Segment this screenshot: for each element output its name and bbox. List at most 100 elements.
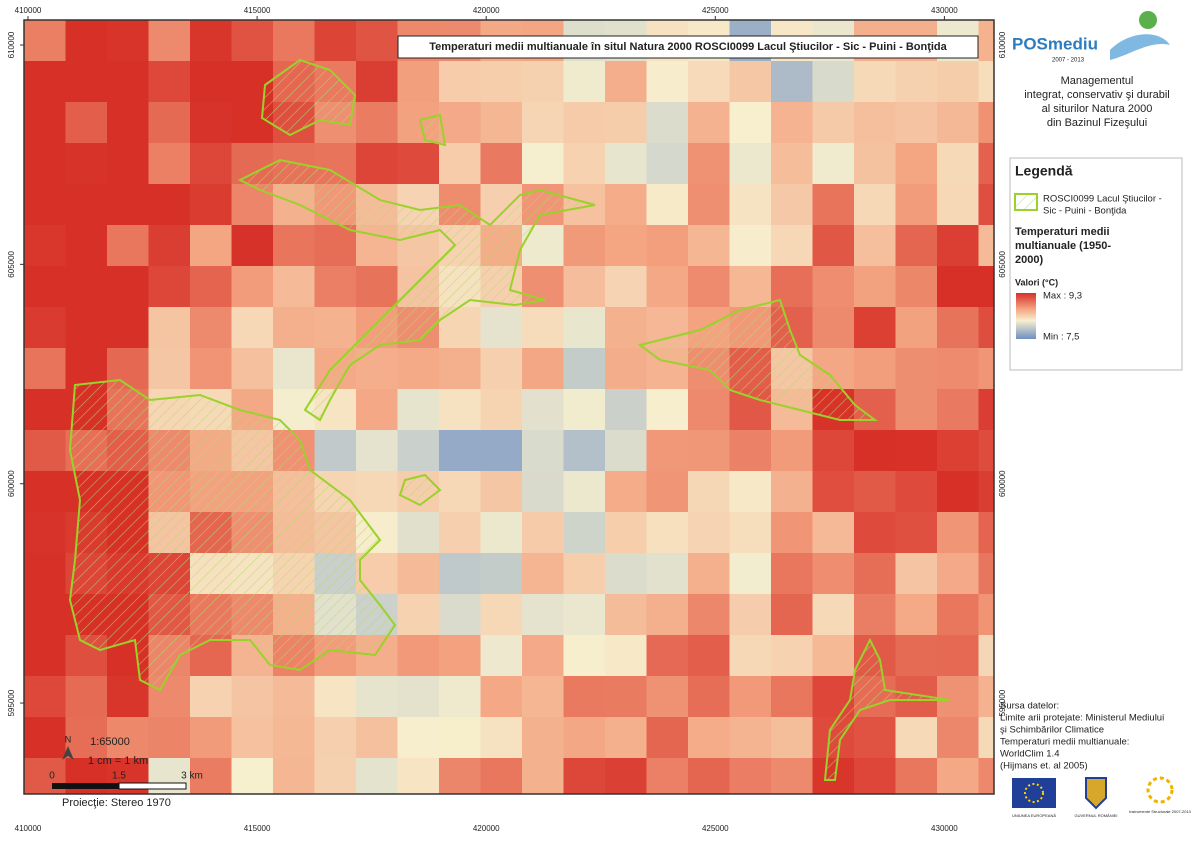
raster-cell <box>24 348 66 390</box>
raster-cell <box>646 758 689 794</box>
logo-leaf <box>1139 11 1157 29</box>
raster-cell <box>605 594 647 636</box>
raster-cell <box>978 184 994 226</box>
raster-cell <box>563 389 606 431</box>
raster-cell <box>273 676 315 718</box>
scale-bar <box>118 782 187 790</box>
raster-cell <box>771 102 813 144</box>
raster-cell <box>771 799 813 838</box>
raster-cell <box>24 184 66 226</box>
raster-cell <box>148 143 191 185</box>
y-coord-label: 610000 <box>7 31 16 58</box>
raster-cell <box>812 61 855 103</box>
raster-cell <box>812 471 855 513</box>
map-frame <box>23 19 995 795</box>
raster-cell <box>314 266 357 308</box>
raster-cell <box>937 635 979 677</box>
raster-cell <box>771 225 813 267</box>
raster-cell <box>522 143 564 185</box>
raster-cell <box>190 225 232 267</box>
raster-cell <box>937 307 979 349</box>
raster-cell <box>937 553 979 595</box>
raster-cell <box>854 61 896 103</box>
raster-cell <box>895 61 938 103</box>
legend-min: Min : 7,5 <box>1043 332 1079 343</box>
raster-cell <box>978 635 994 677</box>
raster-cell <box>522 799 564 838</box>
raster-cell <box>24 594 66 636</box>
raster-cell <box>273 799 315 838</box>
legend-label: ROSCI0099 Lacul Ştiucilor - <box>1043 194 1162 205</box>
raster-cell <box>24 225 66 267</box>
raster-cell <box>24 512 66 554</box>
raster-cell <box>480 553 523 595</box>
raster-cell <box>231 307 274 349</box>
raster-cell <box>65 307 108 349</box>
raster-cell <box>24 307 66 349</box>
raster-cell <box>148 225 191 267</box>
north-icon <box>62 746 74 760</box>
raster-cell <box>24 143 66 185</box>
x-coord-label: 410000 <box>15 824 42 833</box>
x-coord-label: 415000 <box>244 824 271 833</box>
raster-cell <box>439 717 481 759</box>
raster-cell <box>522 553 564 595</box>
raster-cell <box>605 553 647 595</box>
raster-cell <box>937 184 979 226</box>
raster-cell <box>854 430 896 472</box>
scale-label: 1.5 <box>112 771 126 782</box>
raster-cell <box>107 102 149 144</box>
raster-cell <box>397 553 440 595</box>
raster-cell <box>397 389 440 431</box>
raster-cell <box>190 717 232 759</box>
raster-cell <box>563 512 606 554</box>
x-coord-label: 420000 <box>473 824 500 833</box>
raster-cell <box>895 389 938 431</box>
raster-cell <box>439 61 481 103</box>
raster-cell <box>646 430 689 472</box>
raster-cell <box>522 348 564 390</box>
raster-cell <box>231 225 274 267</box>
raster-cell <box>895 225 938 267</box>
raster-cell <box>190 266 232 308</box>
raster-cell <box>522 594 564 636</box>
x-coord-label: 425000 <box>702 824 729 833</box>
raster-cell <box>397 143 440 185</box>
raster-cell <box>688 266 730 308</box>
raster-cell <box>231 20 274 62</box>
raster-cell <box>978 61 994 103</box>
raster-cell <box>107 143 149 185</box>
raster-cell <box>273 225 315 267</box>
raster-cell <box>314 758 357 794</box>
raster-cell <box>605 225 647 267</box>
raster-cell <box>895 430 938 472</box>
raster-cell <box>688 471 730 513</box>
raster-cell <box>978 102 994 144</box>
raster-cell <box>812 225 855 267</box>
raster-cell <box>273 758 315 794</box>
raster-cell <box>605 143 647 185</box>
raster-cell <box>895 594 938 636</box>
scale-bar <box>52 783 119 789</box>
raster-cell <box>273 717 315 759</box>
raster-cell <box>729 471 772 513</box>
raster-cell <box>978 758 994 794</box>
raster-cell <box>854 102 896 144</box>
is-logo <box>1146 776 1174 804</box>
raster-cell <box>895 512 938 554</box>
legend-title: Legendă <box>1015 163 1073 179</box>
raster-cell <box>605 102 647 144</box>
raster-cell <box>107 184 149 226</box>
raster-cell <box>190 307 232 349</box>
raster-cell <box>771 676 813 718</box>
raster-cell <box>813 799 855 838</box>
raster-cell <box>646 225 689 267</box>
raster-cell <box>688 61 730 103</box>
raster-cell <box>937 512 979 554</box>
raster-cell <box>480 635 523 677</box>
raster-cell <box>978 143 994 185</box>
y-coord-label: 595000 <box>998 689 1007 716</box>
raster-cell <box>480 676 523 718</box>
